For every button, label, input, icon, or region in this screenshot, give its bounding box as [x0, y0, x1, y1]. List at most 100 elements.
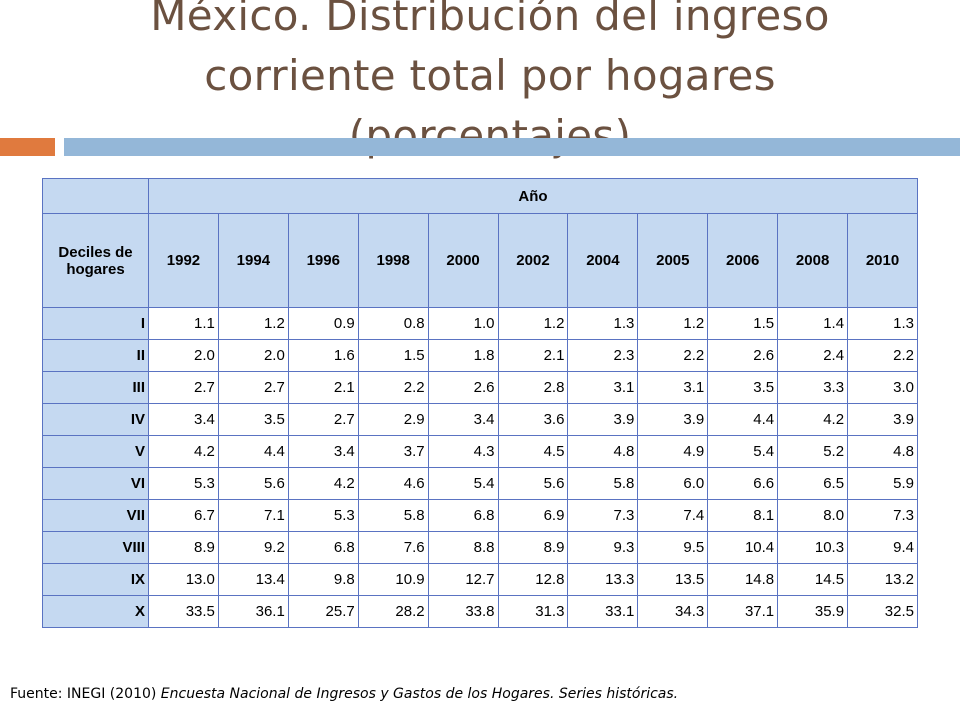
decile-label: IX: [42, 563, 149, 596]
table-cell: 9.4: [847, 531, 918, 564]
table-cell: 35.9: [777, 595, 849, 628]
table-cell: 1.5: [357, 339, 429, 372]
table-cell: 3.4: [427, 403, 499, 436]
table-cell: 3.5: [217, 403, 289, 436]
year-header-1992: 1992: [148, 213, 219, 308]
table-cell: 4.4: [217, 435, 289, 468]
table-cell: 5.9: [847, 467, 918, 500]
decile-label: III: [42, 371, 149, 404]
table-cell: 3.0: [847, 371, 918, 404]
header-corner-cell: [42, 178, 149, 214]
table-cell: 4.3: [427, 435, 499, 468]
table-cell: 1.3: [847, 307, 918, 340]
table-cell: 1.0: [427, 307, 499, 340]
table-cell: 8.1: [707, 499, 779, 532]
year-header-1994: 1994: [217, 213, 289, 308]
table-cell: 10.4: [707, 531, 779, 564]
table-cell: 1.2: [217, 307, 289, 340]
table-cell: 6.8: [287, 531, 359, 564]
table-cell: 9.5: [637, 531, 709, 564]
table-cell: 31.3: [497, 595, 569, 628]
table-cell: 4.2: [287, 467, 359, 500]
table-cell: 1.5: [707, 307, 779, 340]
table-cell: 4.5: [497, 435, 569, 468]
table-row: II 2.0 2.0 1.6 1.5 1.8 2.1 2.3 2.2 2.6 2.4 2.2: [42, 339, 918, 372]
table-cell: 5.2: [777, 435, 849, 468]
table-cell: 33.8: [427, 595, 499, 628]
decile-label: V: [42, 435, 149, 468]
source-title: Encuesta Nacional de Ingresos y Gastos d…: [160, 686, 679, 702]
table-cell: 12.8: [497, 563, 569, 596]
table-row: VIII 8.9 9.2 6.8 7.6 8.8 8.9 9.3 9.5 10.4 10.3 9.4: [42, 531, 918, 564]
table-cell: 36.1: [217, 595, 289, 628]
table-cell: 4.6: [357, 467, 429, 500]
table-cell: 2.4: [777, 339, 849, 372]
table-row: IV 3.4 3.5 2.7 2.9 3.4 3.6 3.9 3.9 4.4 4.2 3.9: [42, 403, 918, 436]
year-group-header: Año: [148, 178, 918, 214]
decile-label: IV: [42, 403, 149, 436]
table-cell: 3.1: [637, 371, 709, 404]
table-cell: 13.0: [148, 563, 219, 596]
table-cell: 8.0: [777, 499, 849, 532]
table-cell: 6.0: [637, 467, 709, 500]
title-line-2: corriente total por hogares: [204, 51, 776, 100]
table-cell: 1.1: [148, 307, 219, 340]
table-cell: 5.6: [217, 467, 289, 500]
year-header-2006: 2006: [707, 213, 779, 308]
year-header-2000: 2000: [427, 213, 499, 308]
table-cell: 2.2: [847, 339, 918, 372]
table-cell: 13.3: [567, 563, 639, 596]
table-cell: 9.8: [287, 563, 359, 596]
year-header-2010: 2010: [847, 213, 918, 308]
table-cell: 5.6: [497, 467, 569, 500]
decile-label: II: [42, 339, 149, 372]
table-cell: 37.1: [707, 595, 779, 628]
decile-label: I: [42, 307, 149, 340]
table-row: V 4.2 4.4 3.4 3.7 4.3 4.5 4.8 4.9 5.4 5.2 4.8: [42, 435, 918, 468]
table-cell: 7.6: [357, 531, 429, 564]
title-line-1: México. Distribución del ingreso: [150, 0, 830, 40]
table-row: VII 6.7 7.1 5.3 5.8 6.8 6.9 7.3 7.4 8.1 8.0 7.3: [42, 499, 918, 532]
table-cell: 3.5: [707, 371, 779, 404]
page-title: México. Distribución del ingreso corrien…: [60, 0, 920, 166]
table-cell: 2.6: [707, 339, 779, 372]
table-cell: 6.9: [497, 499, 569, 532]
income-distribution-table: Año Deciles de hogares 1992 1994 1996 1998 2…: [42, 178, 918, 628]
decile-label: VI: [42, 467, 149, 500]
table-cell: 34.3: [637, 595, 709, 628]
table-cell: 28.2: [357, 595, 429, 628]
table-cell: 5.4: [427, 467, 499, 500]
table-cell: 3.4: [287, 435, 359, 468]
table-cell: 14.8: [707, 563, 779, 596]
table-cell: 6.5: [777, 467, 849, 500]
table-cell: 3.9: [637, 403, 709, 436]
table-cell: 1.4: [777, 307, 849, 340]
source-note: Fuente: INEGI (2010) Encuesta Nacional d…: [10, 686, 678, 702]
table-cell: 1.2: [637, 307, 709, 340]
table-cell: 6.7: [148, 499, 219, 532]
table-cell: 14.5: [777, 563, 849, 596]
table-cell: 2.0: [217, 339, 289, 372]
table-cell: 7.4: [637, 499, 709, 532]
year-header-2008: 2008: [777, 213, 849, 308]
accent-bar-orange: [0, 138, 55, 156]
table-cell: 2.8: [497, 371, 569, 404]
table-row: III 2.7 2.7 2.1 2.2 2.6 2.8 3.1 3.1 3.5 3.3 3.0: [42, 371, 918, 404]
table-cell: 0.8: [357, 307, 429, 340]
table-cell: 8.8: [427, 531, 499, 564]
table-cell: 1.3: [567, 307, 639, 340]
table-cell: 4.2: [148, 435, 219, 468]
source-prefix: Fuente: INEGI (2010): [10, 686, 161, 702]
title-line-3: (porcentajes): [348, 111, 632, 160]
year-header-2002: 2002: [497, 213, 569, 308]
table-cell: 12.7: [427, 563, 499, 596]
table-cell: 2.6: [427, 371, 499, 404]
table-row: VI 5.3 5.6 4.2 4.6 5.4 5.6 5.8 6.0 6.6 6.5 5.9: [42, 467, 918, 500]
table-cell: 2.7: [148, 371, 219, 404]
table-cell: 4.4: [707, 403, 779, 436]
table-cell: 1.8: [427, 339, 499, 372]
table-cell: 3.3: [777, 371, 849, 404]
table-cell: 13.2: [847, 563, 918, 596]
table-cell: 13.5: [637, 563, 709, 596]
decile-label: VIII: [42, 531, 149, 564]
